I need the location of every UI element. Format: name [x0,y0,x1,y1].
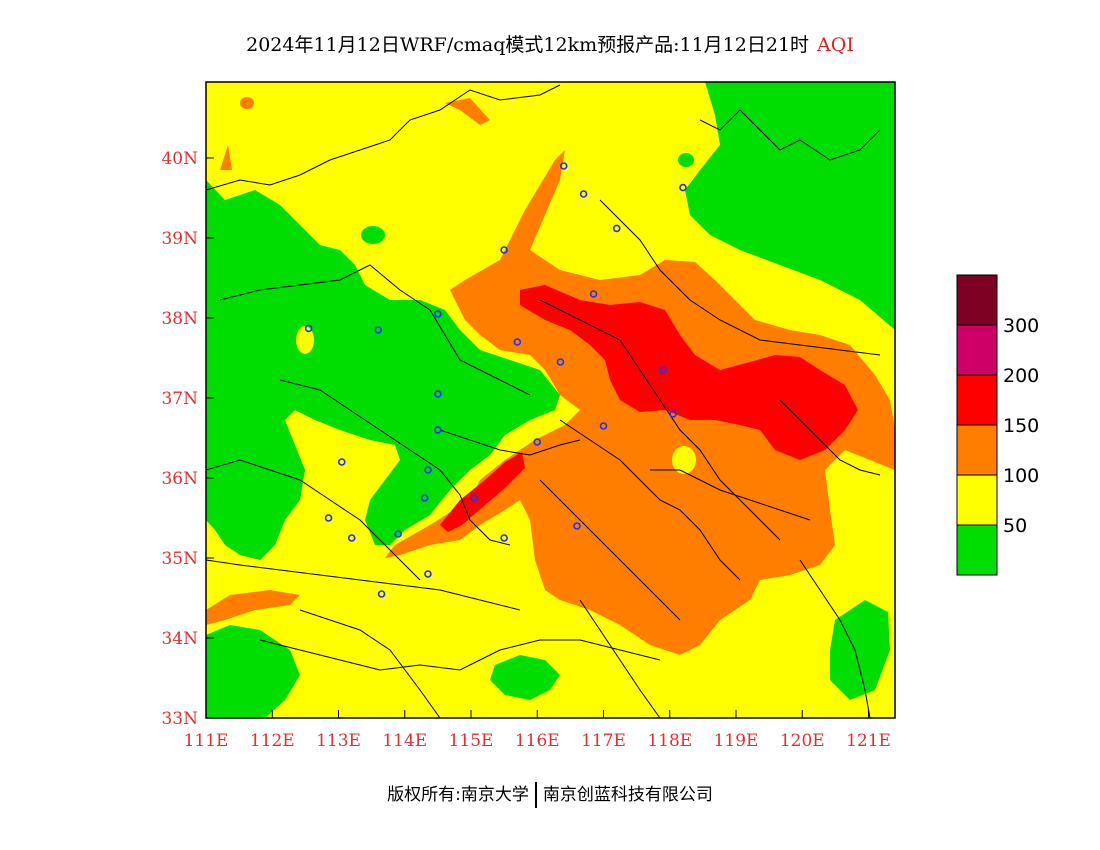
lon-tick-label: 119E [714,731,759,751]
lat-tick-label: 33N [161,709,198,729]
legend-label: 200 [1003,365,1039,387]
copyright-footer: 版权所有:南京大学 南京创蓝科技有限公司 [0,780,1100,808]
legend-label: 100 [1003,465,1039,487]
lon-tick-label: 116E [515,731,560,751]
legend-swatch [957,375,997,425]
lat-tick-label: 34N [161,629,198,649]
legend-swatch [957,525,997,575]
lon-tick-label: 121E [846,731,891,751]
lon-tick-label: 120E [780,731,825,751]
lon-tick-label: 117E [581,731,626,751]
legend-swatch [957,325,997,375]
legend-label: 150 [1003,415,1039,437]
lat-tick-label: 39N [161,229,198,249]
lat-tick-label: 37N [161,389,198,409]
aqi-area-green-small-3 [870,240,890,260]
lon-tick-label: 111E [184,731,229,751]
aqi-area-green-small-2 [678,153,694,167]
footer-left: 版权所有:南京大学 [387,785,529,805]
legend-label: 50 [1003,515,1027,537]
lon-tick-label: 114E [382,731,427,751]
lon-tick-label: 113E [316,731,361,751]
lon-tick-label: 118E [647,731,692,751]
aqi-field [206,82,895,718]
legend-swatch [957,425,997,475]
legend-swatch [957,275,997,325]
aqi-area-orange-small-1 [240,97,254,109]
lat-tick-label: 35N [161,549,198,569]
lat-tick-label: 40N [161,149,198,169]
legend-swatch [957,475,997,525]
lat-tick-label: 38N [161,309,198,329]
aqi-legend: 50 100 150 200 300 [957,275,1039,575]
legend-label: 300 [1003,315,1039,337]
lat-tick-label: 36N [161,469,198,489]
footer-divider [535,782,537,808]
lon-tick-label: 112E [250,731,295,751]
aqi-area-green-small-1 [361,226,385,244]
footer-right: 南京创蓝科技有限公司 [543,785,713,805]
lon-tick-label: 115E [449,731,494,751]
